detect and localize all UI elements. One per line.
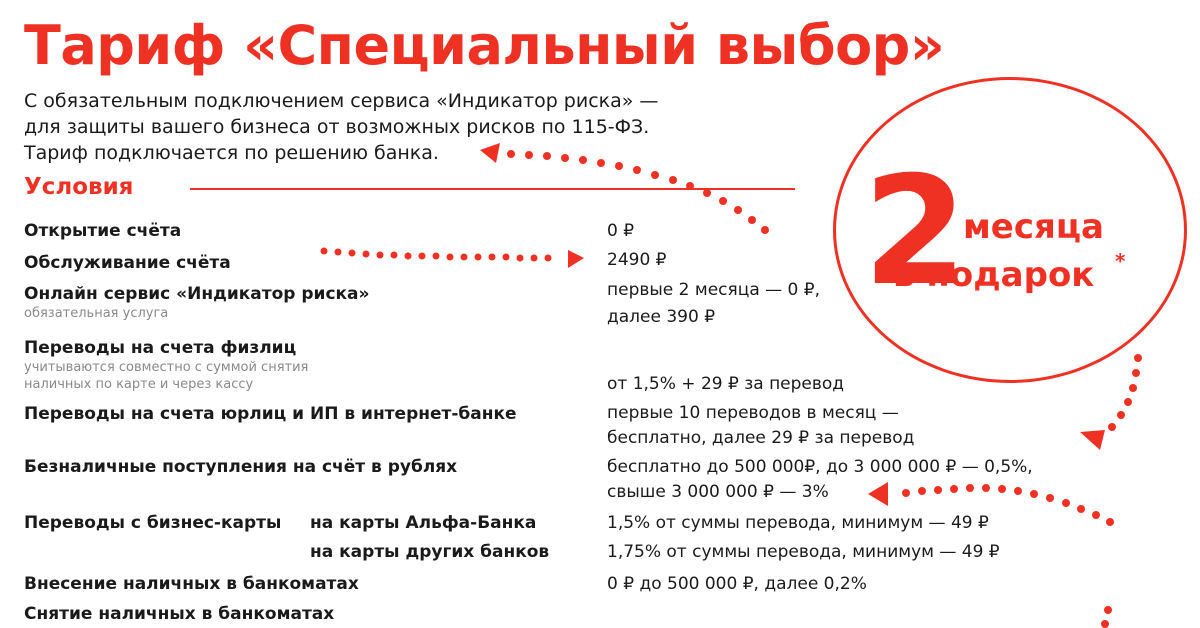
row-value: 1,5% от суммы перевода, минимум — 49 ₽ [607, 513, 989, 533]
row-label: Открытие счёта [24, 221, 182, 241]
row-label: Снятие наличных в банкоматах [24, 604, 335, 624]
row-label: Онлайн сервис «Индикатор риска» [24, 284, 370, 304]
row-value: 1,75% от суммы перевода, минимум — 49 ₽ [607, 542, 1000, 562]
subtitle-line-3: Тариф подключается по решению банка. [24, 142, 439, 164]
promo-footnote-mark: * [1115, 249, 1126, 273]
row-sublabel: учитываются совместно с суммой снятия [24, 360, 309, 375]
subtitle-line-2: для защиты вашего бизнеса от возможных р… [24, 116, 650, 138]
row-label: Переводы на счета юрлиц и ИП в интернет-… [24, 404, 517, 424]
row-value-continued: бесплатно, далее 29 ₽ за перевод [607, 428, 915, 448]
row-value: 0 ₽ [607, 221, 635, 241]
subtitle-line-1: С обязательным подключением сервиса «Инд… [24, 90, 659, 112]
row-label: Внесение наличных в банкоматах [24, 574, 359, 594]
dotted-arrow-icon [1080, 354, 1142, 450]
row-sublabel: обязательная услуга [24, 306, 169, 321]
row-value: 0 ₽ до 500 000 ₽, далее 0,2% [607, 574, 867, 594]
subtitle: С обязательным подключением сервиса «Инд… [24, 88, 658, 166]
dotted-arrow-icon [320, 247, 584, 268]
dotted-arrow-icon [1101, 606, 1112, 628]
row-value: 2490 ₽ [607, 250, 667, 270]
promo-months: месяца [963, 207, 1104, 247]
promo-number: 2 [863, 145, 968, 319]
row-label: Безналичные поступления на счёт в рублях [24, 457, 458, 477]
row-value-continued: свыше 3 000 000 ₽ — 3% [607, 482, 829, 502]
promo-gift: в подарок [893, 255, 1095, 295]
promo-badge: 2 месяца в подарок * [833, 77, 1191, 387]
row-value: от 1,5% + 29 ₽ за перевод [607, 374, 845, 394]
row-label: Обслуживание счёта [24, 253, 231, 273]
section-title: Условия [24, 174, 134, 200]
row-value: первые 10 переводов в месяц — [607, 403, 899, 423]
row-sublabel-category: на карты других банков [310, 542, 550, 562]
promo-circle [833, 77, 1187, 383]
row-label: Переводы на счета физлиц [24, 338, 297, 358]
section-divider [190, 188, 795, 190]
row-sublabel-category: на карты Альфа-Банка [310, 513, 537, 533]
page-title: Тариф «Специальный выбор» [24, 14, 945, 77]
dotted-arrow-icon [868, 482, 1114, 526]
row-value: первые 2 месяца — 0 ₽, [607, 280, 820, 300]
dotted-arrow-icon [480, 143, 769, 234]
row-value: бесплатно до 500 000₽, до 3 000 000 ₽ — … [607, 457, 1033, 477]
row-value-continued: далее 390 ₽ [607, 307, 716, 327]
row-label: Переводы с бизнес-карты [24, 513, 282, 533]
row-sublabel-continued: наличных по карте и через кассу [24, 377, 254, 392]
